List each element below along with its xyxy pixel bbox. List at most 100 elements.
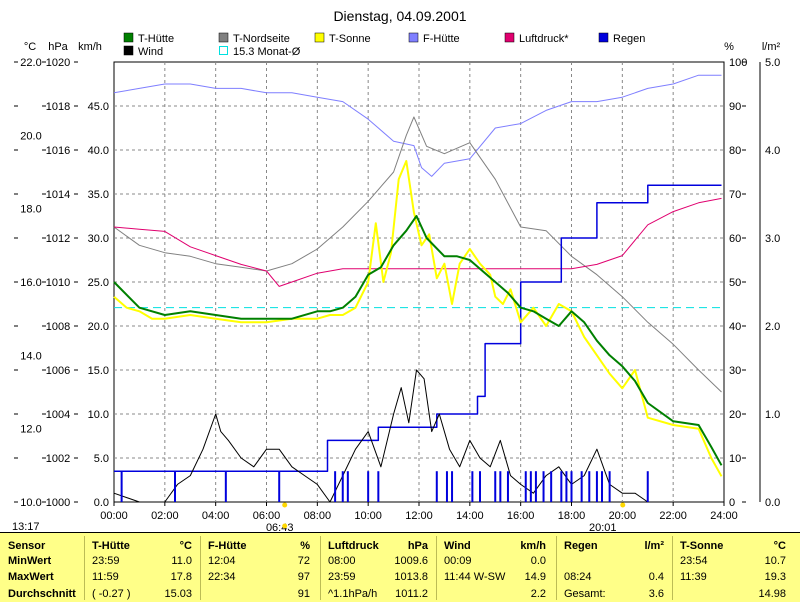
cell-time: 08:00 — [328, 555, 356, 567]
pressure-tick: 1016 — [46, 145, 70, 157]
pressure-tick: 1010 — [46, 277, 70, 289]
pressure-tick: 1002 — [46, 453, 70, 465]
sunrise-dot — [282, 523, 288, 529]
wind-tick: 40.0 — [88, 145, 109, 157]
humidity-tick: 100 — [729, 57, 747, 69]
pressure-tick: 1004 — [46, 409, 70, 421]
legend-swatch-regen — [598, 32, 609, 43]
chart-title: Dienstag, 04.09.2001 — [333, 8, 466, 24]
column-separator — [320, 536, 321, 600]
cell-value: 14.98 — [758, 588, 786, 600]
rain-tick: 0.0 — [765, 497, 780, 509]
cell-value: 17.8 — [170, 571, 192, 583]
rain-tick: 4.0 — [765, 145, 780, 157]
column-separator — [436, 536, 437, 600]
column-unit: °C — [773, 540, 786, 552]
cell-time: 23:59 — [328, 571, 356, 583]
unit-pressure: hPa — [48, 41, 68, 53]
x-tick-label: 18:00 — [558, 510, 586, 522]
legend-swatch-wind — [123, 45, 134, 56]
x-tick-label: 20:00 — [609, 510, 637, 522]
unit-humidity: % — [724, 41, 734, 53]
humidity-tick: 10 — [729, 453, 741, 465]
column-unit: l/m² — [644, 540, 664, 552]
legend-swatch-t_nord — [218, 32, 229, 43]
sunset-label: 20:01 — [589, 522, 617, 532]
legend-label-wind: Wind — [138, 46, 163, 58]
row-label: Durchschnitt — [8, 588, 76, 600]
wind-tick: 45.0 — [88, 101, 109, 113]
axes-layer: 22.020.018.016.014.012.010.0102010181016… — [14, 57, 780, 532]
cell-value: 1011.2 — [395, 588, 428, 600]
humidity-tick: 20 — [729, 409, 741, 421]
legend-label-t_huette: T-Hütte — [138, 33, 174, 45]
wind-tick: 20.0 — [88, 321, 109, 333]
column-name: Luftdruck — [328, 540, 379, 552]
cell-value: 91 — [297, 588, 310, 600]
summary-table: Sensor MinWert MaxWert Durchschnitt T-Hütte °… — [0, 532, 800, 602]
cell-time: 00:09 — [444, 555, 472, 567]
humidity-tick: 30 — [729, 365, 741, 377]
wind-tick: 35.0 — [88, 189, 109, 201]
humidity-tick: 40 — [729, 321, 741, 333]
humidity-tick: 50 — [729, 277, 741, 289]
cell-value: 3.6 — [648, 588, 664, 600]
column-unit: % — [300, 540, 310, 552]
column-separator — [672, 536, 673, 600]
legend-swatch-luftdruck — [504, 32, 515, 43]
column-name: Wind — [444, 540, 471, 552]
series-luftdruck — [113, 197, 722, 287]
wind-tick: 30.0 — [88, 233, 109, 245]
cell-time: ( -0.27 ) — [92, 588, 131, 600]
rain-tick: 5.0 — [765, 57, 780, 69]
row-label: Sensor — [8, 540, 46, 552]
legend-swatch-f_huette — [408, 32, 419, 43]
column-name: Regen — [564, 540, 598, 552]
pressure-tick: 1006 — [46, 365, 70, 377]
sunset-marker — [620, 502, 626, 508]
cell-time: 23:59 — [92, 555, 120, 567]
pressure-tick: 1012 — [46, 233, 70, 245]
series-t_nord — [113, 116, 722, 393]
x-tick-label: 06:00 — [253, 510, 281, 522]
x-tick-label: 00:00 — [100, 510, 128, 522]
cell-time: 11:39 — [680, 571, 707, 583]
sunrise-label: 06:43 — [266, 522, 294, 532]
rain-tick: 3.0 — [765, 233, 780, 245]
column-unit: km/h — [520, 540, 546, 552]
cell-time: 23:54 — [680, 555, 708, 567]
temp-tick: 18.0 — [20, 204, 41, 216]
pressure-tick: 1020 — [46, 57, 70, 69]
cell-time: ^1.1hPa/h — [328, 588, 378, 600]
temp-tick: 22.0 — [20, 57, 41, 69]
cell-value: 15.03 — [164, 588, 192, 600]
unit-temp: °C — [24, 41, 36, 53]
legend-label-monat: 15.3 Monat-Ø — [233, 46, 301, 58]
pressure-tick: 1018 — [46, 101, 70, 113]
temp-tick: 12.0 — [20, 424, 41, 436]
rain-tick: 2.0 — [765, 321, 780, 333]
humidity-tick: 60 — [729, 233, 741, 245]
wind-tick: 15.0 — [88, 365, 109, 377]
x-tick-label: 14:00 — [456, 510, 484, 522]
legend-label-f_huette: F-Hütte — [423, 33, 460, 45]
wind-tick: 25.0 — [88, 277, 109, 289]
cell-value: 1013.8 — [394, 571, 428, 583]
cell-time: Gesamt: — [564, 588, 606, 600]
wind-tick: 0.0 — [94, 497, 109, 509]
legend-swatch-monat — [219, 46, 228, 55]
pressure-tick: 1014 — [46, 189, 70, 201]
legend-label-luftdruck: Luftdruck* — [519, 33, 569, 45]
cell-value: 11.0 — [171, 555, 192, 567]
row-label: MinWert — [8, 555, 52, 567]
temp-tick: 14.0 — [20, 350, 41, 362]
wind-tick: 10.0 — [88, 409, 109, 421]
x-tick-label: 24:00 — [710, 510, 738, 522]
sunrise-marker — [282, 502, 288, 508]
cell-time: 11:44 W-SW — [444, 571, 506, 583]
unit-wind: km/h — [78, 41, 102, 53]
x-tick-label: 12:00 — [405, 510, 433, 522]
cell-value: 0.4 — [648, 571, 664, 583]
legend-label-t_sonne: T-Sonne — [329, 33, 371, 45]
